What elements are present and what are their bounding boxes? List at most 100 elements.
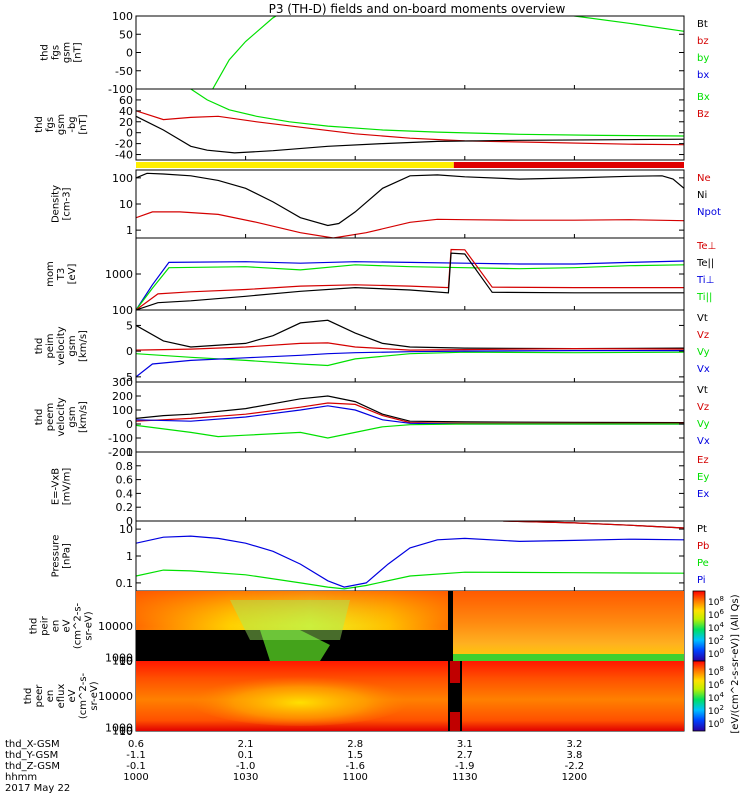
y-axis-label: eflux xyxy=(56,684,67,709)
panel-frame xyxy=(135,237,685,311)
legend-entry: Ti|| xyxy=(696,292,712,303)
series-Vz xyxy=(136,342,684,351)
y-tick-label: 1000 xyxy=(105,652,133,665)
y-tick-label: 0 xyxy=(126,418,133,431)
y-tick-label: 10000 xyxy=(98,620,133,633)
x-tick-value: -1.1 xyxy=(126,750,146,761)
x-axis-row-label: 2017 May 22 xyxy=(5,783,70,794)
panel-frame xyxy=(135,451,685,522)
y-axis-label: [km/s] xyxy=(78,330,89,362)
y-axis-label: gsm xyxy=(62,42,73,63)
legend-entry: Ti⊥ xyxy=(696,275,714,286)
y-axis-label: T3 xyxy=(56,268,67,281)
y-tick-label: 60 xyxy=(119,94,133,107)
electron-spectrogram xyxy=(136,661,684,731)
x-tick-value: 1.5 xyxy=(347,750,363,761)
x-tick-value: -1.9 xyxy=(455,761,475,772)
y-tick-label: -20 xyxy=(115,138,133,151)
y-axis-label: gsm xyxy=(67,406,78,427)
panel-frame xyxy=(135,381,685,453)
legend-entry: Pi xyxy=(697,575,706,586)
series-Ni xyxy=(136,172,684,227)
panel-frame xyxy=(135,309,685,383)
y-axis-label: sr-eV) xyxy=(89,681,100,710)
y-tick-label: 0.4 xyxy=(116,487,134,500)
colorbar-label: [eV/(cm^2-s-sr-eV)] (All Qs) xyxy=(730,594,741,733)
series-Pe xyxy=(136,569,684,590)
panel-pressure: 10 1 0.1 Pressure [nPa] Pt Pb Pe Pi xyxy=(51,520,709,592)
legend-entry: Ex xyxy=(697,489,709,500)
y-tick-label: 10 xyxy=(119,725,133,738)
y-axis-label: fgs xyxy=(51,45,62,60)
series-by xyxy=(212,16,684,89)
y-axis-label: peem xyxy=(45,403,56,431)
y-axis-label: velocity xyxy=(56,397,67,436)
legend-entry: bz xyxy=(697,36,709,47)
legend-entry: Ey xyxy=(697,472,709,483)
y-axis-label: thd xyxy=(34,409,45,426)
series-Pi xyxy=(136,535,684,588)
y-axis-label: Pressure xyxy=(51,535,62,578)
colorbar-tick-label: 104 xyxy=(708,691,724,704)
y-tick-label: 0 xyxy=(126,127,133,140)
y-axis-label: [mV/m] xyxy=(62,468,73,506)
y-tick-label: 1000 xyxy=(105,268,133,281)
y-tick-label: 50 xyxy=(119,28,133,41)
x-tick-value: -0.1 xyxy=(126,761,146,772)
x-tick-value: -2.2 xyxy=(565,761,585,772)
colorbar-tick-label: 104 xyxy=(708,621,724,634)
x-tick-value: 1130 xyxy=(452,772,477,783)
colorbar-tick-label: 108 xyxy=(708,595,724,608)
y-axis-label: [cm-3] xyxy=(62,187,73,220)
y-axis-label: (cm^2-s- xyxy=(78,672,89,719)
ion-spectrogram xyxy=(136,591,684,661)
y-axis-label: eV xyxy=(62,619,73,632)
series-Bt xyxy=(136,115,684,154)
series-Ti⊥ xyxy=(136,260,684,310)
legend-entry: Vy xyxy=(697,419,710,430)
y-tick-label: 100 xyxy=(112,725,133,738)
y-tick-label: 0 xyxy=(126,515,133,528)
y-axis-label: (cm^2-s- xyxy=(73,602,84,649)
y-tick-label: 1000 xyxy=(105,722,133,735)
x-axis-row-label: thd_X-GSM xyxy=(5,739,60,750)
y-tick-label: 10 xyxy=(119,523,133,536)
panel-frame xyxy=(135,520,685,592)
legend-entry: Bz xyxy=(697,109,709,120)
y-axis-label: thd xyxy=(34,338,45,355)
legend-entry: Ez xyxy=(697,455,709,466)
legend-entry: Vy xyxy=(697,347,710,358)
legend-entry: Pt xyxy=(697,524,707,535)
legend-entry: bx xyxy=(697,70,709,81)
y-tick-label: -40 xyxy=(115,149,133,162)
series-Bz xyxy=(136,110,684,146)
y-axis-label: peer xyxy=(34,684,45,708)
x-axis-row-label: hhmm xyxy=(5,772,37,783)
y-axis-label: en xyxy=(51,620,62,633)
y-axis-label: thd xyxy=(29,618,40,635)
legend-entry: Vx xyxy=(697,364,710,375)
legend-entry: Vx xyxy=(697,436,710,447)
y-axis-label: [nT] xyxy=(78,114,89,134)
y-axis-label: fgs xyxy=(45,117,56,132)
x-tick-value: 0.6 xyxy=(128,739,144,750)
series-Ne xyxy=(136,211,684,238)
panel-fgs_gsm: 100 50 0 -50 -100 thd fgs gsm [nT] Bt bz by bx xyxy=(40,10,710,96)
x-tick-value: 1100 xyxy=(342,772,367,783)
legend-entry: Te⊥ xyxy=(696,241,716,252)
y-axis-label: thd xyxy=(34,116,45,133)
series-Vz xyxy=(136,402,684,424)
colorbar-tick-label: 102 xyxy=(708,634,724,647)
x-tick-value: 3.2 xyxy=(566,739,582,750)
x-tick-value: 3.1 xyxy=(457,739,473,750)
y-tick-label: 1 xyxy=(126,550,133,563)
y-tick-label: 0 xyxy=(126,345,133,358)
y-tick-label: 200 xyxy=(112,390,133,403)
y-tick-label: 20 xyxy=(119,116,133,129)
series-Vt xyxy=(136,395,684,424)
x-axis-row-label: thd_Z-GSM xyxy=(5,761,60,772)
y-axis-label: gsm xyxy=(56,114,67,135)
